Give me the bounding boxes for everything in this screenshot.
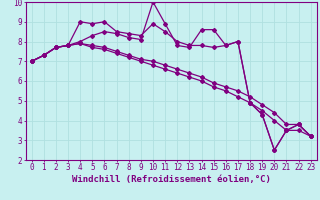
X-axis label: Windchill (Refroidissement éolien,°C): Windchill (Refroidissement éolien,°C) bbox=[72, 175, 271, 184]
